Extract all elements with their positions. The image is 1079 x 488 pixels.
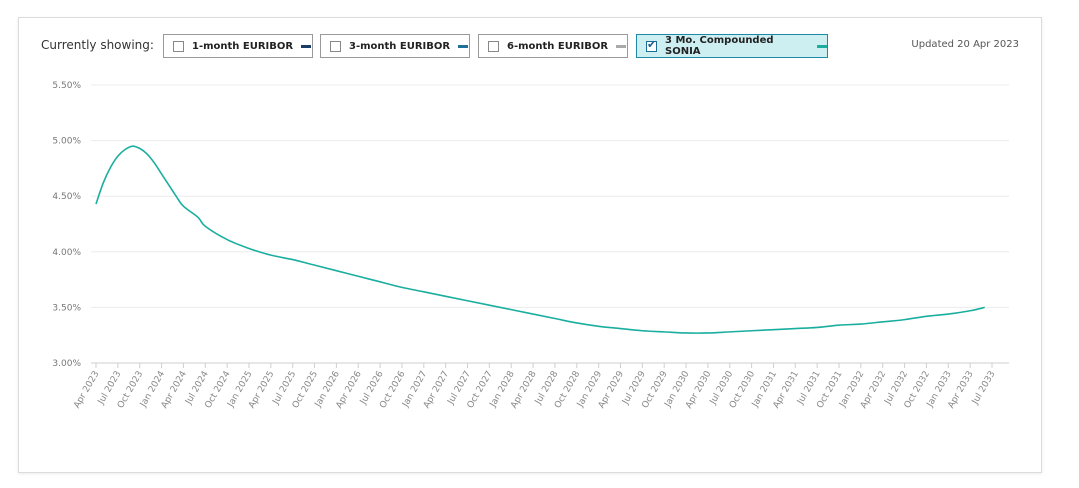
- series-swatch-icon: [817, 44, 827, 48]
- checkmark-icon: ✔: [647, 37, 657, 51]
- checkbox-icon[interactable]: [330, 40, 341, 52]
- y-tick-label: 4.50%: [52, 192, 81, 202]
- series-line-sonia: [95, 145, 985, 334]
- checkbox-icon[interactable]: [173, 40, 184, 52]
- toggle-1m-euribor[interactable]: 1-month EURIBOR: [163, 34, 313, 58]
- checkbox-checked-icon[interactable]: ✔: [646, 37, 657, 52]
- series-swatch-icon: [301, 44, 312, 48]
- toggle-3m-euribor[interactable]: 3-month EURIBOR: [320, 34, 470, 58]
- toggle-3m-compounded-sonia[interactable]: ✔ 3 Mo. Compounded SONIA: [636, 34, 828, 58]
- checkbox-icon[interactable]: [488, 40, 499, 52]
- toggle-label: 3 Mo. Compounded SONIA: [665, 35, 774, 57]
- y-tick-label: 4.00%: [52, 248, 81, 258]
- x-tick-label: Apr 2023: [72, 370, 101, 411]
- chart-card: Currently showing: 1-month EURIBOR 3-mon…: [18, 17, 1042, 473]
- series-swatch-icon: [458, 44, 469, 48]
- series-swatch-icon: [616, 44, 627, 48]
- chart-header: Currently showing: 1-month EURIBOR 3-mon…: [41, 34, 1019, 60]
- y-tick-label: 5.00%: [52, 137, 81, 147]
- toggle-label: 1-month EURIBOR: [192, 40, 294, 52]
- toggle-label: 3-month EURIBOR: [349, 40, 451, 52]
- y-tick-label: 3.00%: [52, 359, 81, 369]
- line-chart: 5.50%5.00%4.50%4.00%3.50%3.00%Apr 2023Ju…: [52, 81, 1009, 411]
- toggle-label: 6-month EURIBOR: [507, 40, 609, 52]
- y-tick-label: 5.50%: [52, 81, 81, 91]
- y-tick-label: 3.50%: [52, 303, 81, 313]
- toggle-6m-euribor[interactable]: 6-month EURIBOR: [478, 34, 628, 58]
- currently-showing-label: Currently showing:: [41, 38, 154, 52]
- updated-timestamp: Updated 20 Apr 2023: [911, 39, 1019, 50]
